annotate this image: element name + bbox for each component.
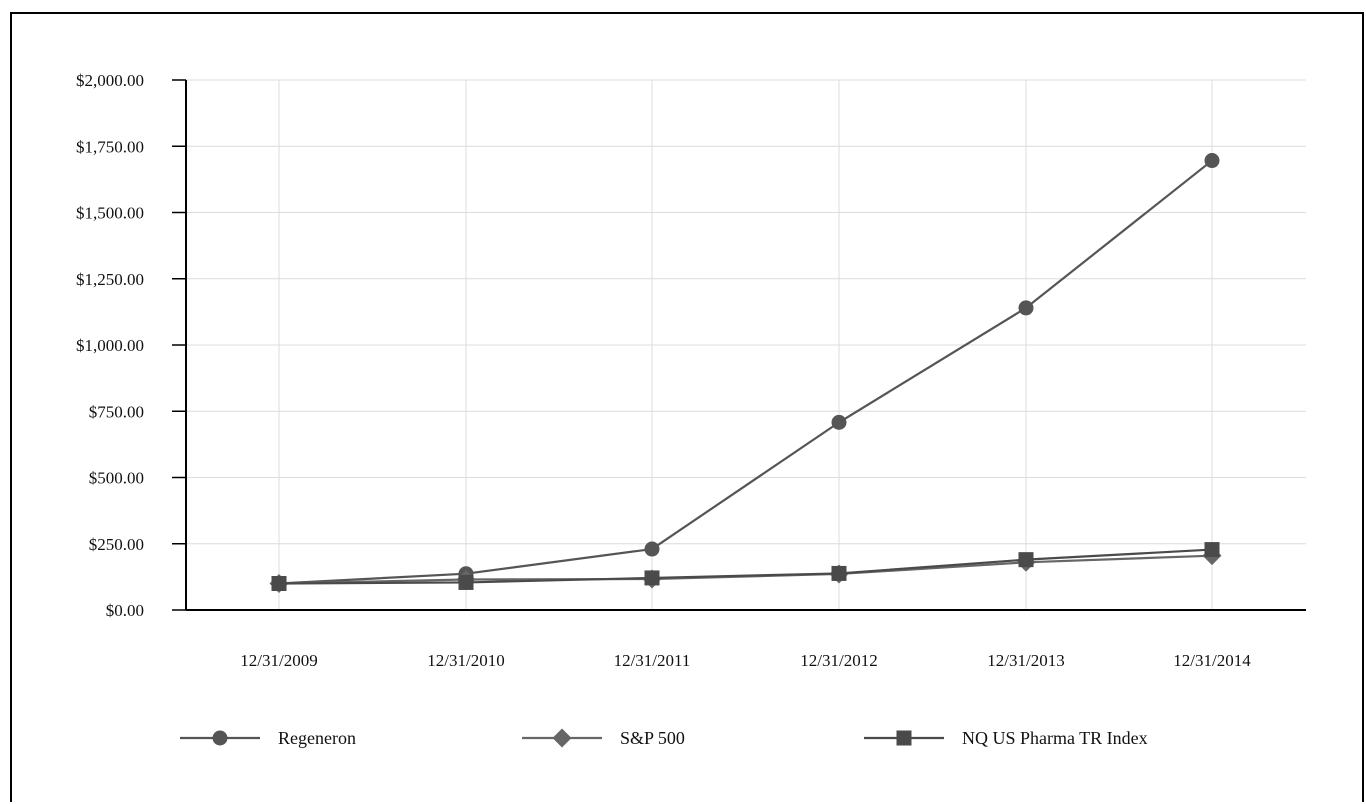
legend-item-s-p-500: S&P 500 bbox=[522, 728, 685, 748]
grid bbox=[186, 79, 1306, 610]
legend-marker-nq-us-pharma-tr-index bbox=[896, 730, 912, 746]
data-point-regeneron bbox=[831, 414, 847, 430]
legend-label-regeneron: Regeneron bbox=[278, 728, 356, 748]
data-point-regeneron bbox=[644, 541, 660, 557]
y-tick-label: $2,000.00 bbox=[76, 71, 144, 90]
legend-marker-regeneron bbox=[212, 730, 228, 746]
series-line-regeneron bbox=[278, 159, 1213, 585]
y-tick-label: $0.00 bbox=[106, 601, 144, 620]
x-tick-label: 12/31/2014 bbox=[1173, 651, 1251, 670]
y-tick-label: $1,250.00 bbox=[76, 270, 144, 289]
series-regeneron bbox=[271, 153, 1220, 591]
data-point-nq-us-pharma-tr-index bbox=[1204, 542, 1220, 558]
legend-item-regeneron: Regeneron bbox=[180, 728, 356, 748]
data-point-nq-us-pharma-tr-index bbox=[271, 576, 287, 591]
y-tick-label: $750.00 bbox=[89, 402, 144, 421]
y-tick-label: $1,000.00 bbox=[76, 336, 144, 355]
series-s-p-500 bbox=[269, 546, 1222, 593]
legend-marker-s-p-500 bbox=[552, 728, 572, 748]
y-axis-ticks: $0.00 $250.00 $500.00 $750.00 $1,000.00 $1,25… bbox=[76, 71, 186, 620]
data-point-nq-us-pharma-tr-index bbox=[644, 570, 660, 586]
y-tick-label: $1,750.00 bbox=[76, 137, 144, 156]
data-point-nq-us-pharma-tr-index bbox=[831, 565, 847, 581]
y-tick-label: $250.00 bbox=[89, 535, 144, 554]
series-line-s-p-500 bbox=[278, 554, 1213, 585]
x-axis-ticks: 12/31/2009 12/31/2010 12/31/2011 12/31/2012… bbox=[240, 651, 1251, 670]
legend-item-nq-us-pharma-tr-index: NQ US Pharma TR Index bbox=[864, 728, 1148, 748]
data-point-regeneron bbox=[1204, 153, 1220, 169]
data-point-nq-us-pharma-tr-index bbox=[458, 574, 474, 590]
x-tick-label: 12/31/2011 bbox=[614, 651, 691, 670]
y-tick-label: $1,500.00 bbox=[76, 204, 144, 223]
series-group bbox=[269, 153, 1222, 593]
chart-frame bbox=[10, 12, 1364, 802]
x-tick-label: 12/31/2010 bbox=[427, 651, 504, 670]
legend: Regeneron S&P 500 NQ US Pharma TR Index bbox=[180, 728, 1148, 748]
series-line-nq-us-pharma-tr-index bbox=[278, 548, 1213, 585]
x-tick-label: 12/31/2012 bbox=[800, 651, 877, 670]
series-nq-us-pharma-tr-index bbox=[271, 542, 1220, 591]
data-point-regeneron bbox=[1018, 300, 1034, 316]
x-tick-label: 12/31/2009 bbox=[240, 651, 317, 670]
legend-label-nq-us-pharma-tr-index: NQ US Pharma TR Index bbox=[962, 728, 1148, 748]
x-tick-label: 12/31/2013 bbox=[987, 651, 1064, 670]
legend-label-s-p-500: S&P 500 bbox=[620, 728, 685, 748]
data-point-nq-us-pharma-tr-index bbox=[1018, 552, 1034, 568]
y-tick-label: $500.00 bbox=[89, 469, 144, 488]
